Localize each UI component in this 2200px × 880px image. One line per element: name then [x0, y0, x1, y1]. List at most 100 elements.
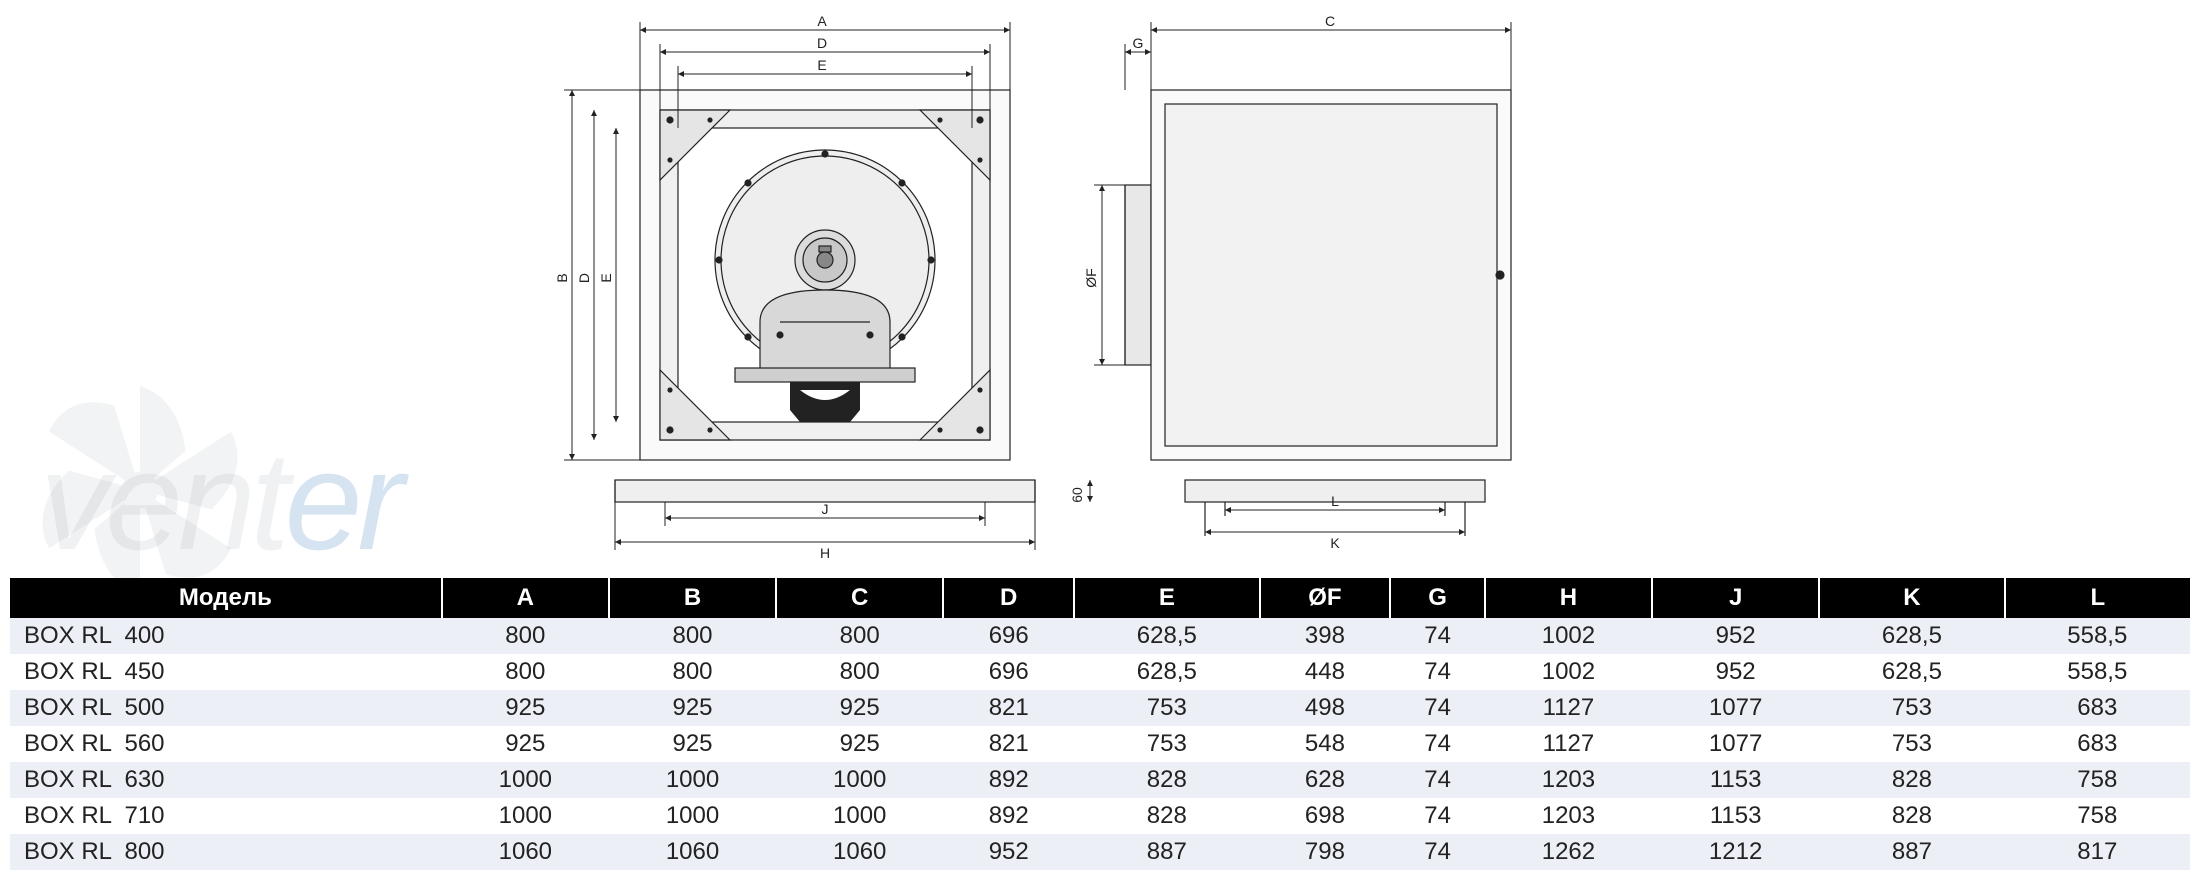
model-cell: BOX RL 710: [10, 798, 442, 834]
model-cell: BOX RL 450: [10, 654, 442, 690]
col-header: Модель: [10, 578, 442, 618]
dim-label-B: B: [554, 273, 570, 282]
value-cell: 548: [1260, 726, 1391, 762]
value-cell: 798: [1260, 834, 1391, 870]
table-header-row: МодельABCDEØFGHJKL: [10, 578, 2190, 618]
value-cell: 800: [776, 618, 943, 654]
value-cell: 925: [776, 690, 943, 726]
value-cell: 558,5: [2005, 618, 2190, 654]
value-cell: 398: [1260, 618, 1391, 654]
value-cell: 1060: [609, 834, 776, 870]
value-cell: 74: [1390, 762, 1485, 798]
value-cell: 952: [1652, 654, 1819, 690]
value-cell: 1060: [442, 834, 609, 870]
value-cell: 74: [1390, 726, 1485, 762]
value-cell: 828: [1074, 798, 1259, 834]
value-cell: 821: [943, 726, 1074, 762]
table-row: BOX RL 630100010001000892828628741203115…: [10, 762, 2190, 798]
value-cell: 1153: [1652, 798, 1819, 834]
value-cell: 828: [1074, 762, 1259, 798]
value-cell: 628,5: [1819, 618, 2004, 654]
value-cell: 887: [1074, 834, 1259, 870]
table-body: BOX RL 400800800800696628,53987410029526…: [10, 618, 2190, 870]
value-cell: 448: [1260, 654, 1391, 690]
dim-label-C: C: [1325, 13, 1335, 29]
value-cell: 800: [776, 654, 943, 690]
col-header: A: [442, 578, 609, 618]
value-cell: 758: [2005, 762, 2190, 798]
model-cell: BOX RL 560: [10, 726, 442, 762]
dim-label-L: L: [1331, 493, 1339, 509]
dim-label-E: E: [817, 57, 826, 73]
dim-label-60: 60: [1069, 487, 1085, 503]
table: МодельABCDEØFGHJKL BOX RL 40080080080069…: [10, 578, 2190, 870]
dim-label-F: ØF: [1083, 268, 1099, 287]
value-cell: 892: [943, 798, 1074, 834]
dim-label-H: H: [820, 545, 830, 561]
value-cell: 925: [442, 726, 609, 762]
value-cell: 628,5: [1819, 654, 2004, 690]
dim-label-A: A: [817, 13, 827, 29]
value-cell: 1000: [776, 762, 943, 798]
value-cell: 925: [609, 690, 776, 726]
value-cell: 925: [442, 690, 609, 726]
value-cell: 1000: [442, 798, 609, 834]
value-cell: 1000: [776, 798, 943, 834]
value-cell: 828: [1819, 762, 2004, 798]
value-cell: 1002: [1485, 618, 1652, 654]
value-cell: 74: [1390, 834, 1485, 870]
col-header: D: [943, 578, 1074, 618]
value-cell: 758: [2005, 798, 2190, 834]
value-cell: 753: [1074, 690, 1259, 726]
col-header: K: [1819, 578, 2004, 618]
value-cell: 696: [943, 618, 1074, 654]
col-header: G: [1390, 578, 1485, 618]
value-cell: 892: [943, 762, 1074, 798]
table-row: BOX RL 500925925925821753498741127107775…: [10, 690, 2190, 726]
col-header: E: [1074, 578, 1259, 618]
col-header: ØF: [1260, 578, 1391, 618]
value-cell: 925: [776, 726, 943, 762]
value-cell: 1000: [609, 762, 776, 798]
value-cell: 74: [1390, 618, 1485, 654]
value-cell: 952: [1652, 618, 1819, 654]
value-cell: 698: [1260, 798, 1391, 834]
value-cell: 925: [609, 726, 776, 762]
dim-label-D: D: [817, 35, 827, 51]
value-cell: 1000: [609, 798, 776, 834]
value-cell: 800: [609, 654, 776, 690]
value-cell: 821: [943, 690, 1074, 726]
value-cell: 558,5: [2005, 654, 2190, 690]
value-cell: 498: [1260, 690, 1391, 726]
value-cell: 683: [2005, 690, 2190, 726]
value-cell: 952: [943, 834, 1074, 870]
dim-label-Ev: E: [598, 273, 614, 282]
dim-label-Dv: D: [576, 273, 592, 283]
table-row: BOX RL 710100010001000892828698741203115…: [10, 798, 2190, 834]
value-cell: 1060: [776, 834, 943, 870]
model-cell: BOX RL 400: [10, 618, 442, 654]
dim-label-G: G: [1133, 35, 1144, 51]
model-cell: BOX RL 800: [10, 834, 442, 870]
value-cell: 800: [442, 654, 609, 690]
value-cell: 753: [1074, 726, 1259, 762]
value-cell: 1002: [1485, 654, 1652, 690]
value-cell: 887: [1819, 834, 2004, 870]
value-cell: 628,5: [1074, 618, 1259, 654]
col-header: B: [609, 578, 776, 618]
value-cell: 74: [1390, 690, 1485, 726]
value-cell: 628: [1260, 762, 1391, 798]
technical-diagram: A D E B D E J H G C ØF 60 L K: [530, 10, 1670, 570]
col-header: C: [776, 578, 943, 618]
value-cell: 1077: [1652, 726, 1819, 762]
table-row: BOX RL 800106010601060952887798741262121…: [10, 834, 2190, 870]
value-cell: 1127: [1485, 726, 1652, 762]
dim-label-K: K: [1330, 535, 1340, 551]
col-header: J: [1652, 578, 1819, 618]
value-cell: 683: [2005, 726, 2190, 762]
value-cell: 1127: [1485, 690, 1652, 726]
value-cell: 1153: [1652, 762, 1819, 798]
value-cell: 74: [1390, 798, 1485, 834]
model-cell: BOX RL 500: [10, 690, 442, 726]
value-cell: 817: [2005, 834, 2190, 870]
